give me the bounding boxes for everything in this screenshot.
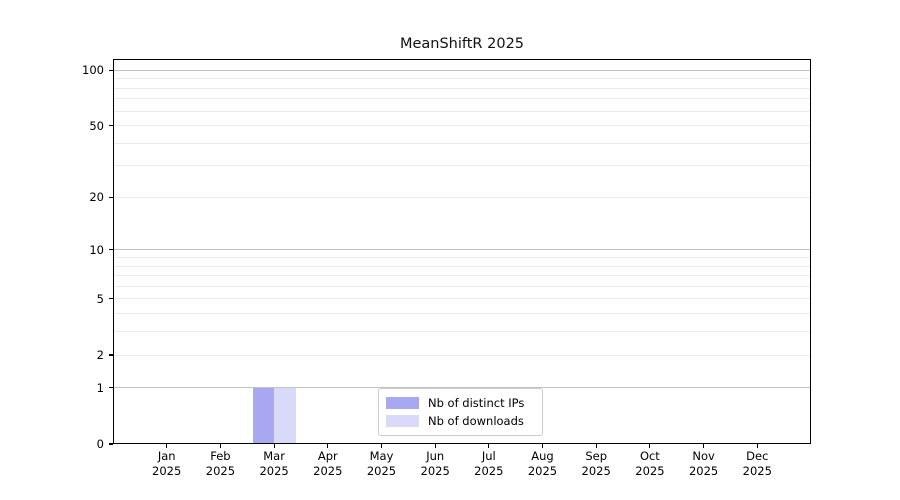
x-tick-mark <box>166 444 168 448</box>
gridline-minor <box>114 285 810 287</box>
y-tick-mark <box>109 249 113 251</box>
legend-label-downloads: Nb of downloads <box>428 413 524 428</box>
y-tick-label: 20 <box>89 190 104 205</box>
plot-area <box>113 59 811 444</box>
y-tick-mark <box>109 69 113 71</box>
x-tick-label: Jan 2025 <box>152 449 182 478</box>
gridline-minor <box>114 298 810 300</box>
x-tick-mark <box>541 444 544 448</box>
bar-distinct-ips-mar <box>252 387 275 444</box>
x-tick-mark <box>756 444 758 448</box>
bar-downloads-mar <box>274 387 296 444</box>
legend: Nb of distinct IPs Nb of downloads <box>378 388 543 436</box>
gridline-minor <box>114 354 810 356</box>
x-tick-mark <box>219 444 221 448</box>
y-tick-label: 50 <box>89 118 104 133</box>
y-tick-mark <box>109 196 113 198</box>
x-tick-label: Oct 2025 <box>635 449 665 478</box>
y-tick-mark <box>109 354 113 356</box>
y-tick-label: 100 <box>82 63 104 78</box>
x-tick-mark <box>703 444 705 448</box>
y-tick-label: 2 <box>96 348 104 362</box>
x-tick-label: Mar 2025 <box>259 449 289 478</box>
y-tick-mark <box>109 125 113 127</box>
gridline-minor <box>114 265 810 267</box>
x-tick-mark <box>488 444 490 448</box>
y-tick-mark <box>109 387 113 389</box>
legend-item-downloads: Nb of downloads <box>386 413 535 428</box>
x-tick-mark <box>380 444 383 448</box>
x-tick-mark <box>649 444 651 448</box>
legend-label-distinct-ips: Nb of distinct IPs <box>428 395 525 410</box>
x-tick-mark <box>434 444 436 448</box>
gridline-minor <box>114 165 810 167</box>
gridline-major <box>114 387 810 389</box>
legend-swatch-downloads <box>386 415 419 427</box>
gridline-minor <box>114 275 810 277</box>
gridline-major <box>114 69 810 71</box>
x-tick-label: Dec 2025 <box>742 449 772 478</box>
legend-item-distinct-ips: Nb of distinct IPs <box>386 395 535 410</box>
x-tick-mark <box>273 444 275 448</box>
gridline-minor <box>114 142 810 144</box>
y-tick-label: 0 <box>96 437 104 451</box>
legend-swatch-distinct-ips <box>386 397 419 409</box>
x-tick-label: Jul 2025 <box>474 449 504 478</box>
y-tick-mark <box>109 443 113 445</box>
y-tick-mark <box>109 298 113 300</box>
gridline-major <box>114 249 810 251</box>
gridline-minor <box>114 98 810 100</box>
gridline-minor <box>114 196 810 198</box>
x-tick-label: May 2025 <box>366 449 397 478</box>
x-tick-label: Sep 2025 <box>581 449 611 478</box>
x-tick-label: Aug 2025 <box>527 449 558 478</box>
gridline-minor <box>114 87 810 89</box>
x-tick-label: Nov 2025 <box>688 449 719 478</box>
chart-title: MeanShiftR 2025 <box>399 36 525 52</box>
gridline-minor <box>114 331 810 333</box>
x-tick-label: Feb 2025 <box>205 449 236 478</box>
gridline-minor <box>114 313 810 315</box>
x-tick-mark <box>595 444 597 448</box>
gridline-minor <box>114 78 810 80</box>
gridline-minor <box>114 125 810 127</box>
x-tick-label: Apr 2025 <box>313 449 343 478</box>
y-tick-label: 5 <box>96 291 104 306</box>
x-tick-label: Jun 2025 <box>420 449 450 478</box>
x-tick-mark <box>327 444 329 448</box>
y-tick-label: 10 <box>89 242 104 257</box>
y-tick-label: 1 <box>96 380 104 395</box>
gridline-minor <box>114 257 810 258</box>
gridline-minor <box>114 110 810 112</box>
